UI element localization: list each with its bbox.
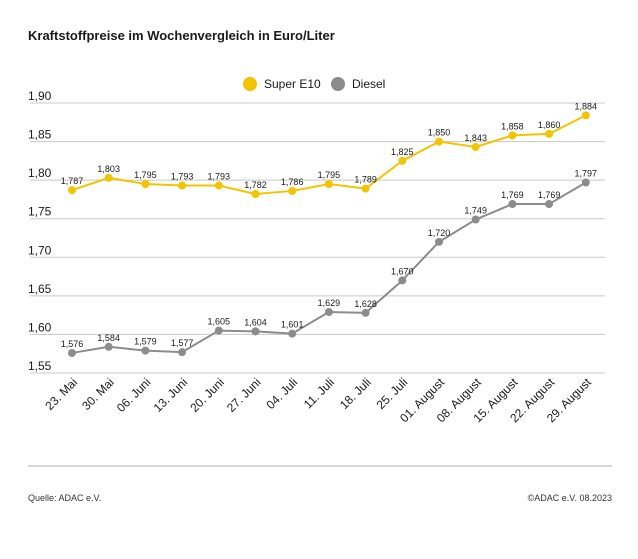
data-point — [214, 181, 223, 190]
legend: Super E10 Diesel — [243, 77, 385, 91]
data-point — [104, 342, 113, 351]
data-label: 1,579 — [134, 337, 157, 347]
data-label: 1,793 — [171, 172, 194, 182]
series-lines: 1,787 1,803 1,795 1,793 1,793 1,782 1,786 1,795… — [61, 101, 597, 357]
data-label: 1,884 — [575, 101, 598, 111]
data-point — [581, 111, 590, 120]
data-label: 1,786 — [281, 177, 304, 187]
series-line — [71, 181, 587, 354]
data-label: 1,797 — [575, 168, 598, 178]
legend-swatch — [331, 77, 345, 91]
data-point — [508, 131, 517, 140]
data-label: 1,789 — [354, 175, 377, 185]
legend-label: Diesel — [352, 77, 385, 91]
data-point — [398, 156, 407, 165]
data-point — [68, 348, 76, 357]
source-note: Quelle: ADAC e.V. — [28, 493, 102, 503]
x-tick-label: 13. Juni — [151, 375, 191, 415]
data-point — [398, 276, 407, 285]
x-tick-label: 04. Juli — [264, 375, 301, 412]
data-label: 1,825 — [391, 147, 414, 157]
data-label: 1,793 — [208, 172, 231, 182]
data-point — [178, 181, 187, 190]
data-point — [141, 346, 150, 355]
data-point — [545, 129, 554, 138]
data-point — [288, 329, 297, 338]
data-point — [471, 142, 480, 151]
x-tick-label: 06. Juni — [114, 375, 154, 415]
data-point — [214, 326, 223, 335]
y-tick-label: 1,75 — [28, 205, 52, 219]
y-tick-label: 1,70 — [28, 243, 52, 257]
data-label: 1,577 — [171, 338, 194, 348]
data-point — [435, 237, 443, 246]
y-tick-label: 1,60 — [28, 320, 52, 334]
series-1: 1,576 1,584 1,579 1,577 1,605 1,604 1,601 1,629… — [61, 168, 598, 357]
data-label: 1,787 — [61, 176, 84, 186]
x-tick-label: 20. Juni — [187, 375, 227, 415]
data-point — [251, 327, 260, 336]
data-point — [178, 348, 187, 357]
data-point — [104, 173, 113, 182]
data-label: 1,843 — [464, 133, 487, 143]
data-point — [68, 186, 76, 195]
data-label: 1,720 — [428, 228, 451, 238]
data-label: 1,769 — [501, 190, 524, 200]
y-tick-label: 1,80 — [28, 166, 52, 180]
y-tick-label: 1,65 — [28, 282, 52, 296]
x-tick-label: 27. Juni — [224, 375, 264, 415]
x-tick-label: 23. Mai — [42, 375, 80, 413]
data-point — [508, 200, 517, 209]
data-label: 1,584 — [97, 333, 120, 343]
x-tick-label: 18. Juli — [337, 375, 374, 412]
data-point — [471, 215, 480, 224]
data-point — [288, 186, 297, 195]
data-point — [435, 137, 443, 146]
data-label: 1,850 — [428, 128, 451, 138]
data-point — [545, 200, 554, 209]
data-label: 1,860 — [538, 120, 561, 130]
y-tick-label: 1,90 — [28, 89, 52, 103]
y-tick-label: 1,55 — [28, 359, 52, 373]
chart-title: Kraftstoffpreise im Wochenvergleich in E… — [28, 28, 335, 43]
data-label: 1,601 — [281, 320, 304, 330]
data-label: 1,769 — [538, 190, 561, 200]
data-label: 1,749 — [464, 205, 487, 215]
x-tick-label: 11. Juli — [301, 375, 337, 411]
copyright-note: ©ADAC e.V. 08.2023 — [527, 493, 612, 503]
y-axis: 1,55 1,60 1,65 1,70 1,75 1,80 1,85 1,90 — [28, 89, 52, 373]
legend-label: Super E10 — [264, 77, 321, 91]
data-label: 1,803 — [97, 164, 120, 174]
series-0: 1,787 1,803 1,795 1,793 1,793 1,782 1,786 1,795… — [61, 101, 598, 199]
data-point — [251, 190, 260, 199]
data-label: 1,628 — [354, 299, 377, 309]
data-point — [141, 180, 150, 188]
x-tick-label: 30. Mai — [79, 375, 117, 413]
data-point — [324, 180, 333, 188]
data-label: 1,795 — [134, 170, 157, 180]
data-point — [581, 178, 590, 187]
data-point — [324, 308, 333, 317]
data-label: 1,605 — [208, 317, 231, 327]
data-label: 1,795 — [318, 170, 341, 180]
data-label: 1,629 — [318, 298, 341, 308]
gridlines — [30, 102, 605, 374]
data-label: 1,670 — [391, 266, 414, 276]
data-label: 1,782 — [244, 180, 267, 190]
data-label: 1,858 — [501, 121, 524, 131]
data-point — [361, 184, 370, 193]
legend-swatch — [243, 77, 257, 91]
data-label: 1,576 — [61, 339, 84, 349]
data-label: 1,604 — [244, 317, 267, 327]
y-tick-label: 1,85 — [28, 128, 52, 142]
data-point — [361, 308, 370, 317]
